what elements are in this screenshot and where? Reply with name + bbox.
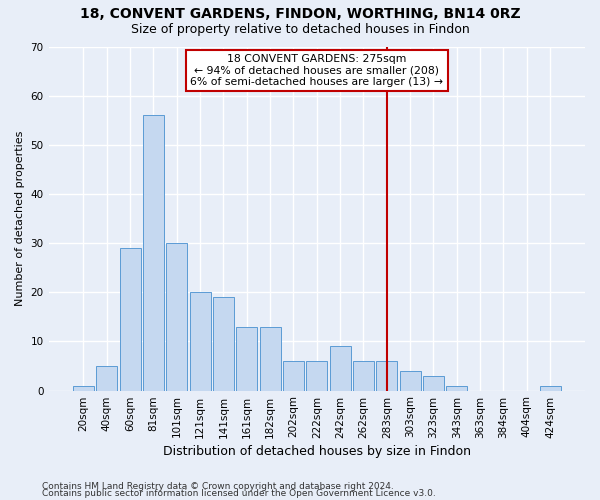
Bar [376, 361, 397, 390]
Y-axis label: Number of detached properties: Number of detached properties [15, 131, 25, 306]
Bar [73, 386, 94, 390]
Bar [306, 361, 327, 390]
Text: Contains HM Land Registry data © Crown copyright and database right 2024.: Contains HM Land Registry data © Crown c… [42, 482, 394, 491]
Bar [190, 292, 211, 390]
Bar [446, 386, 467, 390]
Text: Size of property relative to detached houses in Findon: Size of property relative to detached ho… [131, 22, 469, 36]
Text: 18, CONVENT GARDENS, FINDON, WORTHING, BN14 0RZ: 18, CONVENT GARDENS, FINDON, WORTHING, B… [80, 8, 520, 22]
Bar [283, 361, 304, 390]
Bar [96, 366, 117, 390]
Bar [400, 371, 421, 390]
Bar [539, 386, 560, 390]
X-axis label: Distribution of detached houses by size in Findon: Distribution of detached houses by size … [163, 444, 471, 458]
Bar [119, 248, 140, 390]
Bar [423, 376, 444, 390]
Bar [213, 297, 234, 390]
Bar [143, 116, 164, 390]
Bar [353, 361, 374, 390]
Text: 18 CONVENT GARDENS: 275sqm
← 94% of detached houses are smaller (208)
6% of semi: 18 CONVENT GARDENS: 275sqm ← 94% of deta… [190, 54, 443, 87]
Text: Contains public sector information licensed under the Open Government Licence v3: Contains public sector information licen… [42, 490, 436, 498]
Bar [260, 326, 281, 390]
Bar [329, 346, 350, 391]
Bar [236, 326, 257, 390]
Bar [166, 243, 187, 390]
